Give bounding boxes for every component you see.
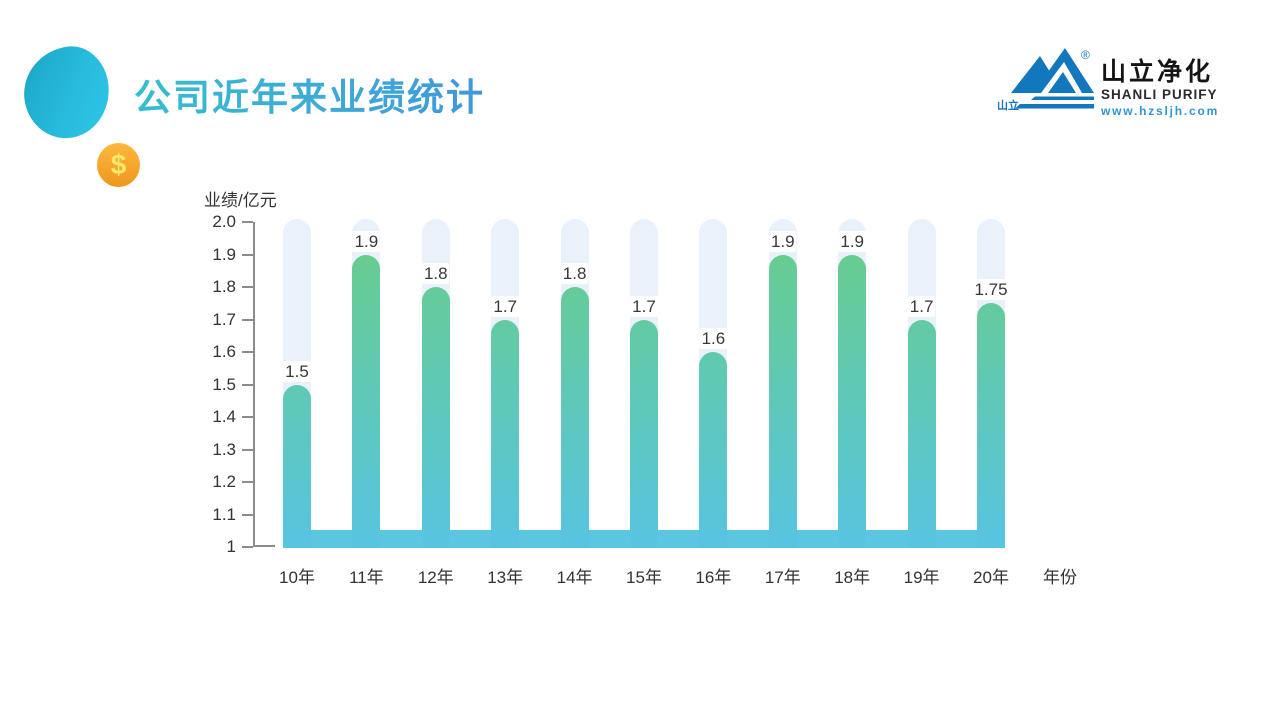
y-tick xyxy=(242,351,253,353)
x-axis-line xyxy=(253,545,275,547)
bar-value-label: 1.8 xyxy=(421,263,450,284)
x-tick-label: 13年 xyxy=(487,568,524,587)
y-tick xyxy=(242,481,253,483)
page-title: 公司近年来业绩统计 xyxy=(134,67,485,121)
y-tick-label: 1.4 xyxy=(212,407,236,426)
bar xyxy=(491,319,520,548)
bar xyxy=(699,352,728,548)
logo-badge-text: 山立 xyxy=(997,98,1019,112)
x-tick-label: 18年 xyxy=(834,568,871,587)
y-axis-line xyxy=(253,222,255,547)
x-tick-label: 17年 xyxy=(764,568,801,587)
bar-value-label: 1.7 xyxy=(491,295,520,317)
y-tick-label: 2.0 xyxy=(212,212,236,231)
logo-name-cn: 山立净化 xyxy=(1101,58,1214,86)
x-tick-label: 20年 xyxy=(973,568,1009,587)
bar xyxy=(838,254,867,548)
y-tick-label: 1.8 xyxy=(212,277,236,296)
registered-trademark-symbol: ® xyxy=(1081,48,1090,62)
bar-value-label: 1.6 xyxy=(699,328,728,349)
dollar-symbol: $ xyxy=(110,149,127,180)
logo-text-block: 山立净化 SHANLI PURIFY www.hzsljh.com xyxy=(1101,43,1220,118)
x-tick-label: 15年 xyxy=(626,568,662,587)
logo-name-en: SHANLI PURIFY xyxy=(1101,87,1218,102)
bar xyxy=(560,287,589,548)
bar-value-label: 1.9 xyxy=(768,230,797,252)
y-tick-label: 1.9 xyxy=(212,244,236,264)
x-tick-label: 14年 xyxy=(556,568,593,587)
x-tick-label: 19年 xyxy=(903,568,940,587)
bar xyxy=(630,319,658,548)
x-tick-label: 12年 xyxy=(417,568,454,587)
bar xyxy=(283,384,311,548)
y-tick xyxy=(242,221,253,223)
x-axis-title: 年份 xyxy=(1043,568,1077,587)
y-tick xyxy=(242,416,253,418)
bar-value-label: 1.7 xyxy=(630,295,658,317)
bar xyxy=(352,254,381,548)
x-tick-label: 11年 xyxy=(349,568,384,587)
bar xyxy=(907,319,936,548)
y-tick xyxy=(242,546,253,548)
bar-value-label: 1.9 xyxy=(838,230,867,252)
y-tick xyxy=(242,383,253,386)
bar xyxy=(977,303,1005,548)
y-tick-label: 1.7 xyxy=(212,309,236,329)
logo-website: www.hzsljh.com xyxy=(1101,103,1220,118)
logo-mountain-icon: 山立 ® xyxy=(997,48,1094,112)
bar xyxy=(421,287,450,548)
bar xyxy=(768,254,797,548)
x-tick-label: 10年 xyxy=(279,568,315,587)
y-tick-label: 1.2 xyxy=(212,472,236,491)
y-axis-title: 业绩/亿元 xyxy=(204,191,277,210)
bar-value-label: 1.75 xyxy=(972,279,1010,301)
bar-value-label: 1.5 xyxy=(283,360,311,382)
y-tick-label: 1.6 xyxy=(212,342,236,361)
bar-value-label: 1.7 xyxy=(907,295,936,317)
x-tick-label: 16年 xyxy=(695,568,732,587)
dollar-coin-icon: $ xyxy=(97,143,140,187)
y-tick xyxy=(242,318,253,321)
company-logo: 山立 ® 山立净化 SHANLI PURIFY www.hzsljh.com xyxy=(997,43,1232,118)
bar-value-label: 1.8 xyxy=(560,263,589,284)
y-tick-label: 1.3 xyxy=(212,439,236,459)
y-tick-label: 1.5 xyxy=(212,374,236,394)
bar-value-label: 1.9 xyxy=(352,230,381,252)
y-tick xyxy=(242,513,253,516)
y-tick-label: 1 xyxy=(226,537,236,556)
y-tick xyxy=(242,253,253,256)
y-tick-label: 1.1 xyxy=(212,504,236,524)
y-tick xyxy=(242,286,253,288)
y-tick xyxy=(242,448,253,451)
